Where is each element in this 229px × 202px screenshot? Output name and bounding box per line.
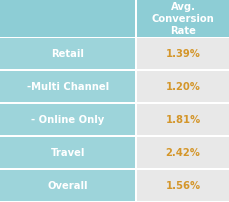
- Text: 1.39%: 1.39%: [166, 49, 201, 59]
- Text: -Multi Channel: -Multi Channel: [27, 82, 109, 92]
- Bar: [0, 170, 135, 201]
- Text: Travel: Travel: [50, 148, 85, 158]
- Bar: [0, 104, 135, 135]
- Text: - Online Only: - Online Only: [31, 115, 104, 125]
- Text: 1.20%: 1.20%: [166, 82, 201, 92]
- Text: 2.42%: 2.42%: [166, 148, 201, 158]
- Bar: [137, 104, 229, 135]
- Bar: [137, 0, 229, 37]
- Bar: [137, 38, 229, 69]
- Text: Overall: Overall: [47, 181, 88, 190]
- Bar: [0, 0, 135, 37]
- Bar: [0, 38, 135, 69]
- Text: 1.81%: 1.81%: [166, 115, 201, 125]
- Bar: [0, 71, 135, 102]
- Bar: [0, 137, 135, 168]
- Text: 1.56%: 1.56%: [166, 181, 201, 190]
- Bar: [137, 71, 229, 102]
- Text: Avg.
Conversion
Rate: Avg. Conversion Rate: [152, 2, 215, 36]
- Bar: [137, 170, 229, 201]
- Text: Retail: Retail: [51, 49, 84, 59]
- Bar: [137, 137, 229, 168]
